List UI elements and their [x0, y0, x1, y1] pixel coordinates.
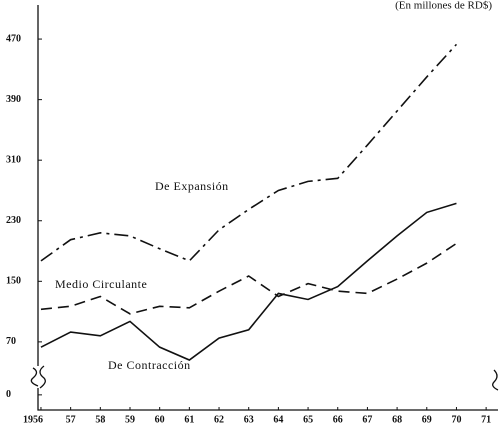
x-tick-label: 66 — [333, 414, 343, 425]
series-line — [40, 242, 457, 315]
x-tick-label: 71 — [481, 414, 491, 425]
x-tick-label: 60 — [155, 414, 165, 425]
y-tick-label: 470 — [6, 33, 21, 44]
x-tick-label: 62 — [214, 414, 224, 425]
series-line — [40, 43, 458, 262]
y-tick-label: 70 — [6, 336, 16, 347]
y-tick-label: 390 — [6, 94, 21, 105]
x-tick-label: 67 — [362, 414, 372, 425]
x-tick-label: 65 — [303, 414, 313, 425]
y-tick-label: 150 — [6, 276, 21, 287]
series-label: De Contracción — [108, 358, 191, 372]
x-tick-label: 57 — [66, 414, 76, 425]
axis-lines — [37, 5, 498, 411]
chart-subtitle: (En millones de RD$) — [395, 0, 492, 12]
x-tick-label: 64 — [273, 414, 283, 425]
series-label: Medio Circulante — [55, 277, 147, 291]
axis-break — [30, 365, 46, 389]
y-tick-label: 310 — [6, 154, 21, 165]
series-label: De Expansión — [155, 179, 229, 193]
axis-break — [492, 369, 499, 391]
x-tick-label: 58 — [95, 414, 105, 425]
x-tick-label: 61 — [184, 414, 194, 425]
x-tick-label: 59 — [125, 414, 135, 425]
x-tick-label: 1956 — [23, 414, 43, 425]
x-tick-label: 68 — [392, 414, 402, 425]
series-line — [40, 202, 457, 361]
x-tick-label: 69 — [422, 414, 432, 425]
x-tick-label: 70 — [451, 414, 461, 425]
x-tick-label: 63 — [244, 414, 254, 425]
y-tick-label: 230 — [6, 215, 21, 226]
y-tick-label: 0 — [6, 389, 11, 400]
